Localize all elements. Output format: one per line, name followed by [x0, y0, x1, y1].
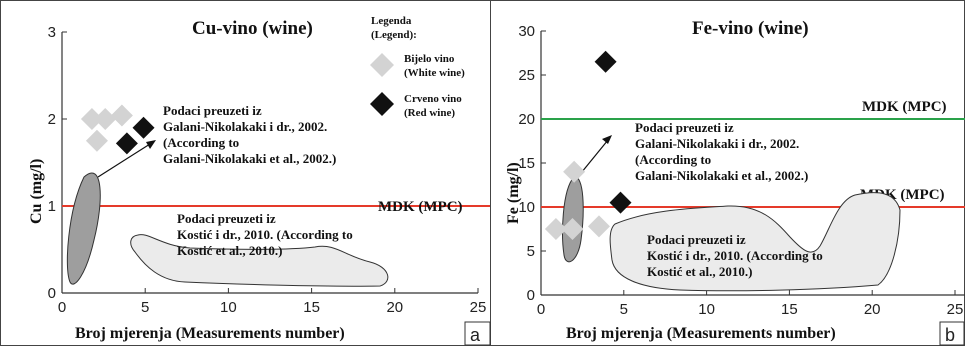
white-wine-point — [563, 160, 586, 183]
y-tick-label: 5 — [527, 243, 535, 260]
y-axis-label-b: Fe (mg/l) — [505, 162, 522, 224]
white-wine-point — [80, 108, 103, 130]
white-wine-point — [587, 215, 610, 238]
x-tick-label: 25 — [470, 299, 487, 316]
svg-text:Galani-Nikolakaki et al., 2002: Galani-Nikolakaki et al., 2002.) — [635, 168, 808, 183]
legend: Legenda (Legend): Bijelo vino (White win… — [370, 15, 465, 119]
legend-red-label-2: (Red wine) — [404, 107, 455, 119]
x-axis-label-a: Broj mjerenja (Measurements number) — [75, 325, 345, 342]
white-wine-point — [110, 104, 133, 127]
y-tick-label: 2 — [48, 111, 56, 128]
legend-white-label-1: Bijelo vino — [404, 53, 455, 65]
arrow-head-b — [602, 135, 612, 144]
chart-title-b: Fe-vino (wine) — [692, 18, 809, 39]
legend-subtitle: (Legend): — [371, 29, 417, 41]
y-tick-label: 0 — [48, 285, 56, 302]
legend-marker-white-wine — [370, 53, 394, 77]
legend-marker-red-wine — [370, 92, 394, 116]
svg-text:(According to: (According to — [163, 135, 239, 150]
x-axis-label-b: Broj mjerenja (Measurements number) — [566, 325, 836, 342]
panel-letter-a: a — [470, 325, 481, 345]
svg-text:Podaci preuzeti iz: Podaci preuzeti iz — [163, 103, 262, 118]
red-wine-point — [115, 132, 138, 155]
white-wine-point — [561, 218, 584, 240]
svg-text:Podaci preuzeti iz: Podaci preuzeti iz — [177, 211, 276, 226]
x-tick-label: 25 — [947, 301, 964, 318]
x-tick-label: 20 — [386, 299, 403, 316]
y-tick-label: 20 — [518, 111, 535, 128]
panel-letter-box-b — [939, 321, 965, 346]
kostic-annotation-a: Podaci preuzeti iz Kostić i dr., 2010. (… — [177, 211, 353, 258]
red-wine-point — [609, 191, 632, 214]
chart-title-a: Cu-vino (wine) — [192, 18, 313, 39]
x-tick-label: 0 — [58, 299, 66, 316]
svg-text:Galani-Nikolakaki i dr., 2002.: Galani-Nikolakaki i dr., 2002. — [635, 136, 799, 151]
svg-text:Galani-Nikolakaki i dr., 2002.: Galani-Nikolakaki i dr., 2002. — [163, 119, 327, 134]
svg-text:Kostić et al., 2010.): Kostić et al., 2010.) — [177, 243, 282, 258]
svg-text:Podaci preuzeti iz: Podaci preuzeti iz — [647, 232, 746, 247]
legend-red-label-1: Crveno vino — [404, 93, 462, 105]
kostic-region-a — [130, 234, 389, 287]
white-wine-point — [94, 108, 117, 130]
white-wine-point — [85, 129, 108, 152]
x-tick-label: 15 — [303, 299, 320, 316]
y-tick-label: 30 — [518, 23, 535, 40]
y-tick-label: 25 — [518, 67, 535, 84]
svg-text:Kostić i dr., 2010. (According: Kostić i dr., 2010. (According to — [177, 227, 353, 242]
y-tick-label: 10 — [518, 199, 535, 216]
kostic-region-b — [609, 192, 901, 292]
svg-text:Kostić et al., 2010.): Kostić et al., 2010.) — [647, 264, 752, 279]
x-tick-label: 10 — [698, 301, 715, 318]
svg-text:Kostić i dr., 2010. (According: Kostić i dr., 2010. (According to — [647, 248, 823, 263]
x-tick-label: 5 — [620, 301, 628, 318]
svg-text:Galani-Nikolakaki et al., 2002: Galani-Nikolakaki et al., 2002.) — [163, 151, 336, 166]
galani-annotation-b: Podaci preuzeti iz Galani-Nikolakaki i d… — [635, 120, 808, 183]
red-wine-point — [132, 116, 155, 139]
mdk-label-a: MDK (MPC) — [378, 199, 463, 215]
y-tick-label: 15 — [518, 155, 535, 172]
panel-letter-b: b — [945, 325, 955, 345]
panel-letter-box-a — [464, 321, 491, 346]
white-wine-point — [544, 218, 567, 240]
legend-white-label-2: (White wine) — [404, 67, 465, 79]
x-tick-label: 10 — [220, 299, 237, 316]
legend-title: Legenda — [371, 15, 412, 27]
arrow-a — [97, 143, 151, 178]
x-tick-label: 15 — [781, 301, 798, 318]
x-tick-label: 0 — [537, 301, 545, 318]
svg-text:(According to: (According to — [635, 152, 711, 167]
galani-annotation-a: Podaci preuzeti iz Galani-Nikolakaki i d… — [163, 103, 336, 166]
y-axis-label-a: Cu (mg/l) — [28, 159, 45, 224]
y-tick-label: 1 — [48, 198, 56, 215]
y-tick-label: 0 — [527, 287, 535, 304]
kostic-annotation-b: Podaci preuzeti iz Kostić i dr., 2010. (… — [647, 232, 823, 279]
x-tick-label: 20 — [864, 301, 881, 318]
mdk-label-b-upper: MDK (MPC) — [862, 99, 947, 115]
arrow-head-a — [146, 140, 156, 149]
red-wine-point — [594, 50, 617, 73]
x-tick-label: 5 — [141, 299, 149, 316]
svg-text:Podaci preuzeti iz: Podaci preuzeti iz — [635, 120, 734, 135]
y-tick-label: 3 — [48, 24, 56, 41]
galani-region-a — [66, 172, 101, 285]
